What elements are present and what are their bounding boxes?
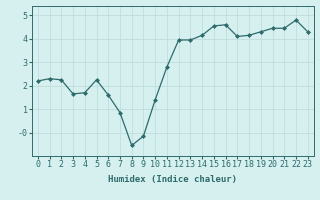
X-axis label: Humidex (Indice chaleur): Humidex (Indice chaleur) — [108, 175, 237, 184]
